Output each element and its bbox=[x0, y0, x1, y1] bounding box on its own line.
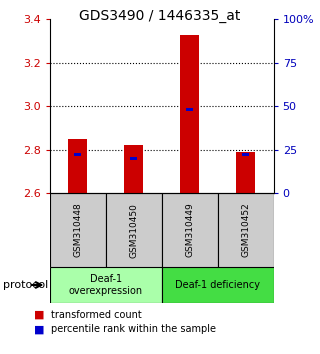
Text: transformed count: transformed count bbox=[51, 310, 142, 320]
Bar bbox=[74, 154, 81, 156]
Bar bbox=[68, 139, 87, 193]
Text: ■: ■ bbox=[34, 310, 44, 320]
Bar bbox=[162, 193, 218, 267]
Text: GSM310448: GSM310448 bbox=[73, 203, 82, 257]
Text: percentile rank within the sample: percentile rank within the sample bbox=[51, 324, 216, 334]
Text: GDS3490 / 1446335_at: GDS3490 / 1446335_at bbox=[79, 9, 241, 23]
Text: Deaf-1
overexpression: Deaf-1 overexpression bbox=[68, 274, 143, 296]
Bar bbox=[124, 145, 143, 193]
Text: protocol: protocol bbox=[3, 280, 48, 290]
Bar bbox=[130, 157, 137, 160]
Text: GSM310449: GSM310449 bbox=[185, 203, 194, 257]
Bar bbox=[50, 267, 162, 303]
Bar bbox=[162, 267, 274, 303]
Bar bbox=[50, 193, 106, 267]
Bar bbox=[242, 154, 249, 156]
Text: ■: ■ bbox=[34, 324, 44, 334]
Text: GSM310452: GSM310452 bbox=[241, 203, 250, 257]
Bar bbox=[218, 193, 274, 267]
Bar bbox=[186, 108, 193, 111]
Bar bbox=[106, 193, 162, 267]
Bar bbox=[236, 152, 255, 193]
Text: Deaf-1 deficiency: Deaf-1 deficiency bbox=[175, 280, 260, 290]
Bar bbox=[180, 35, 199, 193]
Text: GSM310450: GSM310450 bbox=[129, 202, 138, 258]
